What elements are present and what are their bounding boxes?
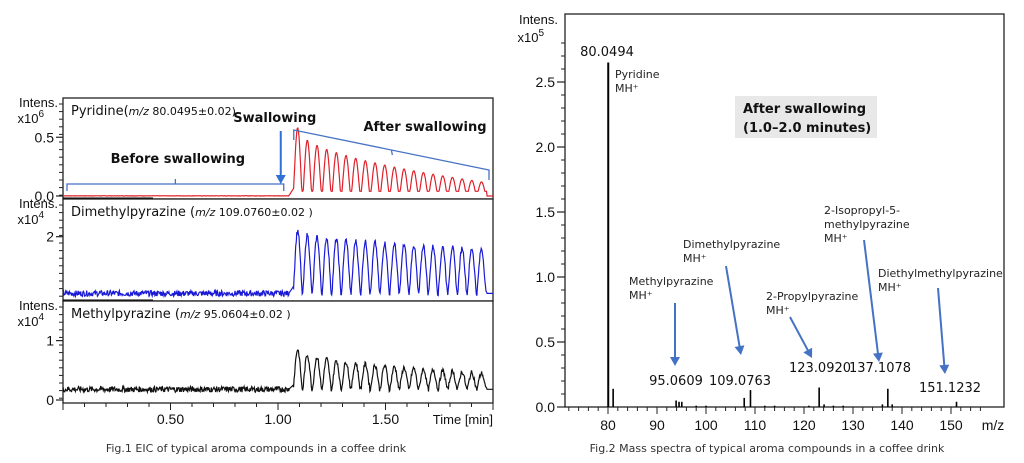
spectrum-frame (564, 13, 1005, 408)
eic-trace (62, 229, 493, 299)
x-tick-label: 140 (890, 417, 914, 433)
x-tick-label: 150 (939, 417, 963, 433)
y-tick-label: 1.0 (536, 269, 556, 285)
x-tick-label: 80 (600, 417, 616, 433)
peak-mz-label: 151.1232 (919, 381, 981, 396)
compound-label: Dimethylpyrazine (m/z 109.0760±0.02 ) (71, 205, 313, 220)
x-tick-label: 120 (792, 417, 816, 433)
x-tick-label: 1.00 (264, 411, 291, 427)
y-tick-label: 0.5 (536, 334, 556, 350)
annotation-arrowhead (670, 357, 680, 366)
y-axis-label: Intens. (19, 298, 58, 313)
peak-mz-label: 109.0763 (709, 374, 771, 389)
peak-mz-label: 95.0609 (649, 374, 703, 389)
y-axis-label: Intens. (19, 196, 58, 211)
compound-label: MH⁺ (878, 281, 902, 294)
after-swallowing-label: After swallowing (363, 120, 486, 135)
compound-label: Dimethylpyrazine (683, 238, 780, 251)
y-axis-scale: x106 (17, 109, 44, 126)
annotation-arrow (863, 239, 880, 356)
annotation-arrowhead (734, 345, 745, 355)
compound-label: MH⁺ (683, 252, 707, 265)
y-tick-label: 0.0 (35, 188, 55, 204)
swallowing-arrowhead (275, 175, 286, 184)
y-axis-scale: x104 (17, 210, 44, 227)
annotation-arrowhead (939, 364, 950, 374)
peak-mz-label: 123.0920 (789, 361, 851, 376)
eic-trace (63, 127, 493, 197)
before-bracket (66, 179, 285, 191)
y-tick-label: 0.0 (536, 399, 556, 415)
before-swallowing-label: Before swallowing (111, 152, 245, 167)
annotation-arrow (789, 316, 810, 353)
y-axis-scale: x104 (17, 312, 44, 329)
y-tick-label: 2.5 (536, 74, 556, 90)
compound-label: MH⁺ (766, 304, 790, 317)
compound-label: Methylpyrazine (m/z 95.0604±0.02 ) (71, 307, 291, 322)
fig1-caption: Fig.1 EIC of typical aroma compounds in … (106, 442, 407, 455)
y-tick-label: 1 (46, 333, 54, 349)
x-tick-label: 1.50 (372, 411, 399, 427)
compound-label: MH⁺ (615, 82, 639, 95)
mass-spectrum-chart: Intens.x105 0.0 0.5 1.0 1.5 2.0 2.5 80 90 100 110 1… (517, 12, 1005, 433)
time-range-badge (735, 96, 877, 138)
y-tick-label: 2.0 (536, 139, 556, 155)
compound-label: Pyridine (615, 68, 660, 81)
peak-mz-label: 137.1078 (849, 361, 911, 376)
y-tick-label: 2 (46, 229, 54, 245)
compound-label: MH⁺ (629, 289, 653, 302)
compound-label: MH⁺ (824, 232, 848, 245)
swallowing-label: Swallowing (233, 111, 316, 126)
compound-label: Methylpyrazine (629, 275, 714, 288)
annotation-arrow (937, 287, 946, 368)
eic-panel-pyridine: Intens.x106 0.0 0.5 Pyridine(m/z 80.0495±0.… (17, 95, 494, 204)
panel-frame (62, 300, 494, 404)
compound-label: Diethylmethylpyrazine (878, 267, 1003, 280)
x-tick-label: 0.50 (157, 411, 184, 427)
annotation-arrow (725, 265, 741, 349)
x-tick-label: 90 (649, 417, 665, 433)
fig2-caption: Fig.2 Mass spectra of typical aroma comp… (590, 442, 945, 455)
x-tick-label: 100 (694, 417, 718, 433)
compound-label: 2-Propylpyrazine (766, 290, 859, 303)
compound-label: methylpyrazine (824, 218, 910, 231)
annotation-arrowhead (872, 352, 883, 362)
x-tick-label: 130 (841, 417, 865, 433)
y-axis-label: Intens. (519, 12, 558, 27)
x-axis-label: Time [min] (433, 412, 493, 427)
annotation-arrowhead (803, 347, 813, 358)
after-bracket (293, 129, 490, 180)
y-tick-label: 0 (46, 392, 54, 408)
x-axis-label: m/z (982, 417, 1005, 433)
panel-frame (62, 198, 494, 302)
time-range-subtitle: (1.0–2.0 minutes) (743, 121, 871, 136)
x-tick-label: 110 (744, 417, 767, 433)
y-tick-label: 1.5 (536, 204, 556, 220)
peak-mz-label: 80.0494 (580, 45, 634, 60)
y-axis-label: Intens. (19, 95, 58, 110)
eic-trace (62, 349, 493, 395)
compound-label: 2-Isopropyl-5- (824, 204, 900, 217)
compound-label: Pyridine(m/z 80.0495±0.02) (71, 104, 236, 119)
y-tick-label: 0.5 (35, 129, 55, 145)
y-axis-scale: x105 (517, 28, 544, 45)
time-range-title: After swallowing (743, 102, 866, 117)
